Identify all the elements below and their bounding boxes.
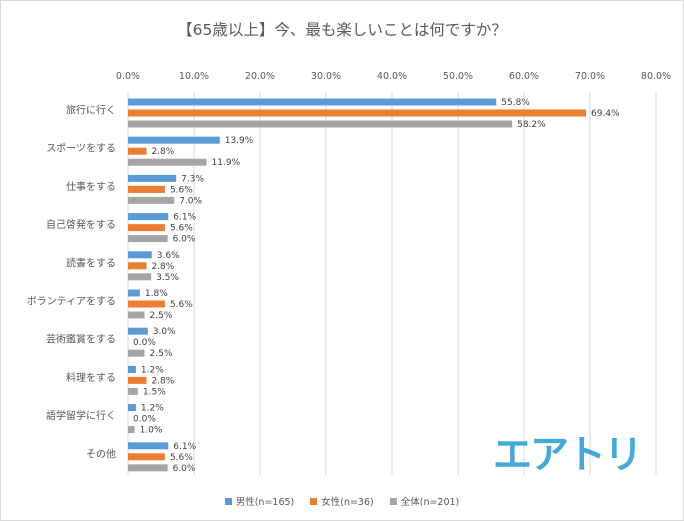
bar [128, 311, 145, 319]
data-label: 6.1% [173, 442, 196, 452]
data-label: 3.0% [153, 327, 176, 337]
category-label: ボランティアをする [27, 296, 116, 308]
data-label: 5.6% [170, 453, 193, 463]
data-label: 11.9% [212, 158, 241, 168]
data-label: 0.0% [133, 415, 156, 425]
data-label: 1.2% [141, 365, 164, 375]
x-tick-label: 80.0% [641, 71, 671, 82]
data-label: 5.6% [170, 300, 193, 310]
bar [128, 213, 169, 221]
bar [128, 174, 177, 182]
legend-item: 全体(n=201) [389, 493, 460, 509]
data-label: 3.6% [157, 251, 180, 261]
category-label: 芸術鑑賞をする [46, 333, 116, 346]
data-label: 2.8% [151, 147, 174, 157]
data-label: 2.5% [150, 349, 173, 359]
category-label: 自己啓発をする [46, 218, 116, 231]
bar [128, 300, 165, 308]
x-tick-label: 20.0% [245, 71, 275, 82]
bar [128, 453, 165, 461]
bar [128, 136, 220, 144]
data-label: 6.0% [173, 235, 196, 245]
bar [128, 262, 147, 270]
category-label: スポーツをする [46, 143, 116, 155]
bar [128, 147, 147, 155]
data-label: 1.5% [143, 387, 166, 397]
data-label: 2.8% [151, 262, 174, 272]
legend-swatch [389, 497, 397, 505]
bar [128, 376, 147, 384]
data-label: 58.2% [517, 120, 546, 130]
category-label: 仕事をする [66, 180, 116, 193]
category-label: 旅行に行く [66, 104, 116, 117]
bar [128, 349, 145, 357]
data-label: 2.5% [150, 311, 173, 321]
brand-logo: エアトリ [493, 433, 643, 478]
legend-label: 男性(n=165) [235, 497, 295, 508]
bar [128, 98, 497, 106]
data-label: 6.0% [173, 464, 196, 474]
data-label: 69.4% [591, 109, 620, 119]
legend-item: 男性(n=165) [224, 493, 295, 509]
legend-label: 全体(n=201) [400, 497, 460, 508]
bar [128, 426, 135, 434]
bar [128, 224, 165, 232]
bar [128, 387, 138, 395]
bar [128, 196, 175, 204]
category-label: 読書をする [66, 256, 116, 269]
legend-swatch [224, 497, 232, 505]
x-tick-label: 40.0% [377, 71, 407, 82]
bar [128, 442, 169, 450]
bar [128, 120, 513, 128]
x-tick-label: 60.0% [509, 71, 539, 82]
chart-legend: 男性(n=165) 女性(n=36) 全体(n=201) [0, 493, 684, 509]
bar [128, 109, 587, 117]
bar [128, 365, 136, 373]
bar [128, 464, 168, 472]
data-label: 13.9% [225, 136, 254, 146]
data-label: 7.0% [179, 196, 202, 206]
legend-label: 女性(n=36) [321, 497, 374, 508]
data-label: 3.5% [156, 273, 179, 283]
x-tick-label: 0.0% [116, 71, 140, 82]
bar [128, 251, 152, 259]
x-tick-label: 70.0% [575, 71, 605, 82]
category-label: その他 [86, 447, 116, 460]
legend-item: 女性(n=36) [310, 493, 374, 509]
data-label: 0.0% [133, 338, 156, 348]
bar [128, 235, 168, 243]
chart-title: 【65歳以上】今、最も楽しいことは何ですか？ [177, 21, 507, 39]
data-label: 1.0% [140, 426, 163, 436]
bar [128, 404, 136, 412]
data-label: 5.6% [170, 185, 193, 195]
bar [128, 327, 148, 335]
data-label: 1.8% [145, 289, 168, 299]
bar [128, 158, 207, 166]
data-label: 1.2% [141, 404, 164, 414]
bar [128, 273, 152, 281]
category-label: 語学留学に行く [46, 409, 116, 422]
data-label: 2.8% [151, 376, 174, 386]
x-tick-label: 30.0% [311, 71, 341, 82]
category-label: 料理をする [66, 371, 116, 384]
data-label: 7.3% [181, 174, 204, 184]
data-label: 55.8% [501, 98, 530, 108]
legend-swatch [310, 497, 318, 505]
bar [128, 289, 140, 297]
bar [128, 185, 165, 193]
x-tick-label: 10.0% [179, 71, 209, 82]
data-label: 5.6% [170, 224, 193, 234]
data-label: 6.1% [173, 213, 196, 223]
x-tick-label: 50.0% [443, 71, 473, 82]
